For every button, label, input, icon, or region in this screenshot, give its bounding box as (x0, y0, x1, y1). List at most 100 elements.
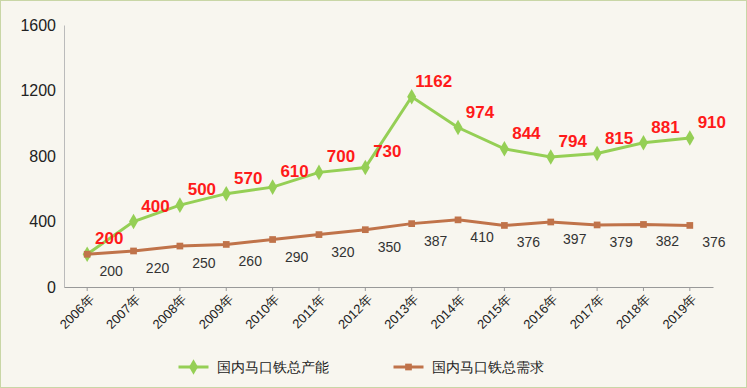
x-tick-mark (87, 287, 88, 291)
legend: 国内马口铁总产能 国内马口铁总需求 (179, 359, 544, 375)
marker (593, 146, 602, 162)
marker (130, 248, 137, 255)
x-tick-mark (272, 287, 273, 291)
data-label: 250 (192, 255, 216, 271)
x-tick-mark (318, 287, 319, 291)
data-label: 200 (95, 229, 123, 248)
chart: 0 400 800 1200 1600 2006年2007年2008年2009年2010年… (0, 0, 747, 388)
legend-label: 国内马口铁总需求 (432, 359, 544, 375)
legend-marker (189, 359, 198, 375)
x-tick-label: 2017年 (567, 292, 607, 332)
y-axis: 0 400 800 1200 1600 (20, 17, 64, 296)
x-tick: 2015年 (474, 287, 514, 332)
y-tick-label: 1200 (20, 82, 56, 99)
data-label: 610 (280, 162, 308, 181)
x-tick-label: 2006年 (57, 292, 97, 332)
marker (685, 130, 694, 146)
data-label: 290 (285, 249, 309, 265)
legend-label: 国内马口铁总产能 (217, 359, 329, 375)
marker (268, 179, 277, 195)
marker (177, 243, 184, 250)
data-label: 844 (512, 124, 541, 143)
x-axis: 2006年2007年2008年2009年2010年2011年2012年2013年… (57, 287, 714, 332)
x-tick: 2017年 (567, 287, 607, 332)
marker (454, 120, 463, 136)
background (1, 1, 747, 388)
x-tick-mark (411, 287, 412, 291)
data-label: 382 (656, 233, 680, 249)
x-tick: 2014年 (428, 287, 468, 332)
data-label: 570 (234, 169, 262, 188)
y-tick: 1600 (20, 17, 64, 34)
x-tick: 2012年 (335, 287, 375, 332)
y-tick: 0 (47, 279, 64, 296)
data-label: 200 (99, 263, 123, 279)
marker (594, 222, 601, 229)
data-label: 376 (517, 234, 541, 250)
x-tick-label: 2016年 (520, 292, 560, 332)
marker (361, 160, 370, 176)
x-tick-label: 2014年 (428, 292, 468, 332)
marker (362, 226, 369, 233)
data-label: 794 (559, 132, 588, 151)
marker (500, 141, 509, 157)
x-tick: 2011年 (289, 287, 329, 331)
y-tick-label: 0 (47, 279, 56, 296)
x-tick-mark (226, 287, 227, 291)
x-tick: 2018年 (613, 287, 653, 332)
x-tick: 2019年 (659, 287, 699, 332)
data-label: 730 (373, 142, 401, 161)
legend-marker (405, 364, 412, 371)
x-tick-mark (550, 287, 551, 291)
marker (314, 165, 323, 181)
y-tick: 800 (29, 148, 64, 165)
x-tick: 2007年 (103, 287, 143, 332)
y-tick: 400 (29, 213, 64, 230)
marker (640, 221, 647, 228)
marker (84, 251, 91, 258)
x-tick-mark (597, 287, 598, 291)
data-label: 1162 (415, 72, 452, 91)
y-axis-line (64, 26, 65, 288)
x-tick-mark (179, 287, 180, 291)
marker (407, 89, 416, 105)
x-tick-mark (689, 287, 690, 291)
marker (408, 220, 415, 227)
marker (686, 222, 693, 229)
data-label: 397 (563, 231, 587, 247)
x-tick: 2010年 (242, 287, 282, 332)
line (87, 97, 690, 255)
x-tick-label: 2019年 (659, 292, 699, 332)
marker (316, 231, 323, 238)
x-tick-label: 2012年 (335, 292, 375, 332)
x-tick-mark (458, 287, 459, 291)
marker (175, 197, 184, 213)
marker (223, 241, 230, 248)
x-tick-mark (133, 287, 134, 291)
y-tick-label: 400 (29, 213, 56, 230)
data-label: 260 (239, 253, 263, 269)
data-label: 320 (331, 244, 355, 260)
data-label: 387 (424, 233, 448, 249)
x-tick-label: 2018年 (613, 292, 653, 332)
data-label: 974 (466, 103, 495, 122)
marker (546, 149, 555, 165)
x-tick-mark (504, 287, 505, 291)
x-tick: 2013年 (381, 287, 421, 332)
x-tick-label: 2015年 (474, 292, 514, 332)
marker (222, 186, 231, 202)
x-tick: 2006年 (57, 287, 97, 332)
x-tick-label: 2009年 (196, 292, 236, 332)
x-tick-label: 2013年 (381, 292, 421, 332)
x-tick: 2016年 (520, 287, 560, 332)
y-tick: 1200 (20, 82, 64, 99)
plot-area (83, 89, 695, 262)
data-label: 220 (146, 260, 170, 276)
x-tick: 2009年 (196, 287, 236, 332)
x-tick-mark (643, 287, 644, 291)
y-tick-label: 1600 (20, 17, 56, 34)
marker (455, 217, 462, 224)
marker (501, 222, 508, 229)
x-tick-label: 2011年 (289, 292, 329, 332)
line (87, 220, 690, 254)
